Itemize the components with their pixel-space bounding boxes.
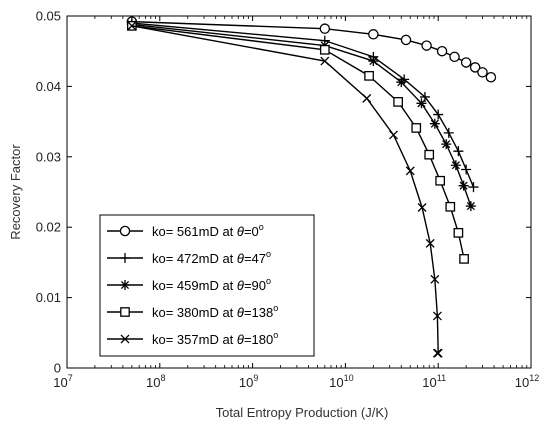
data-point-x [430,274,440,284]
y-tick-label: 0.05 [36,9,61,24]
legend: ko= 561mD at θ=0o ko= 472mD at θ=47o ko= 4… [99,214,315,357]
data-point-circle [319,23,331,34]
data-point-circle [485,71,497,83]
data-point-plus [461,164,472,175]
data-point-circle [469,62,481,73]
data-point-square [120,307,130,317]
series-line [131,22,475,188]
data-point-x [320,56,330,66]
legend-item: ko= 459mD at θ=90o [107,276,271,293]
y-tick-label: 0.02 [36,220,61,235]
axes-layer: 107 108 109 1010 1011 1012 0 0.01 0.02 0.03 0.04 0.… [36,9,540,391]
data-point-asterisk [465,201,476,212]
series-line [131,25,465,260]
y-tick-label: 0.03 [36,149,61,164]
legend-label: ko= 561mD at θ=0o [152,222,264,239]
legend-label: ko= 357mD at θ=180o [152,330,278,347]
data-point-x [120,334,130,344]
data-point-x [432,311,442,321]
data-point-square [435,175,446,186]
data-point-square [364,70,374,81]
data-point-square [453,227,464,238]
x-axis-label: Total Entropy Production (J/K) [216,405,389,420]
y-axis-label: Recovery Factor [8,144,23,240]
series-layer [126,16,497,358]
data-point-circle [477,67,488,78]
data-point-circle [449,51,460,63]
data-point-square [445,201,456,212]
y-tick-label: 0 [54,361,61,376]
data-point-plus [433,109,444,120]
data-point-x [127,21,137,31]
series-x [127,21,443,358]
data-point-circle [436,45,448,57]
data-point-asterisk [429,118,440,129]
legend-item: ko= 380mD at θ=138o [107,303,278,320]
legend-label: ko= 380mD at θ=138o [152,303,278,320]
data-point-circle [421,40,432,51]
data-point-square [459,254,469,264]
x-tick-label: 108 [146,373,165,390]
data-point-asterisk [120,280,130,290]
x-tick-label: 1010 [329,373,353,390]
data-point-asterisk [458,180,469,191]
data-point-square [411,123,422,133]
legend-item: ko= 357mD at θ=180o [107,330,278,347]
data-point-x [417,203,427,212]
data-point-square [424,149,435,160]
data-point-x [432,348,442,358]
data-point-asterisk [396,77,407,88]
x-tick-label: 109 [239,373,258,390]
data-point-plus [468,182,479,193]
data-point-circle [400,34,412,46]
x-tick-label: 1012 [515,373,539,390]
legend-item: ko= 561mD at θ=0o [107,222,264,239]
data-point-square [319,44,330,55]
x-tick-label: 107 [53,373,72,390]
x-tick-label: 1011 [422,373,446,390]
data-point-x [425,238,435,248]
legend-label: ko= 459mD at θ=90o [152,276,271,293]
data-point-asterisk [441,139,452,150]
data-point-asterisk [416,98,427,109]
plot-frame [66,15,532,369]
data-point-circle [368,29,379,40]
data-point-circle [119,225,131,237]
data-point-plus [443,127,454,138]
series-line [131,23,472,207]
data-point-x [405,166,415,176]
legend-item: ko= 472mD at θ=47o [107,249,271,266]
data-point-circle [460,57,472,68]
y-tick-label: 0.01 [36,290,61,305]
data-point-asterisk [368,56,379,67]
data-point-asterisk [450,160,461,171]
data-point-plus [453,146,464,157]
data-point-x [362,93,372,103]
data-point-square [393,97,403,107]
y-tick-label: 0.04 [36,79,61,94]
series-square [127,21,469,264]
legend-label: ko= 472mD at θ=47o [152,249,271,266]
data-point-x [389,130,398,140]
data-point-plus [120,253,130,263]
